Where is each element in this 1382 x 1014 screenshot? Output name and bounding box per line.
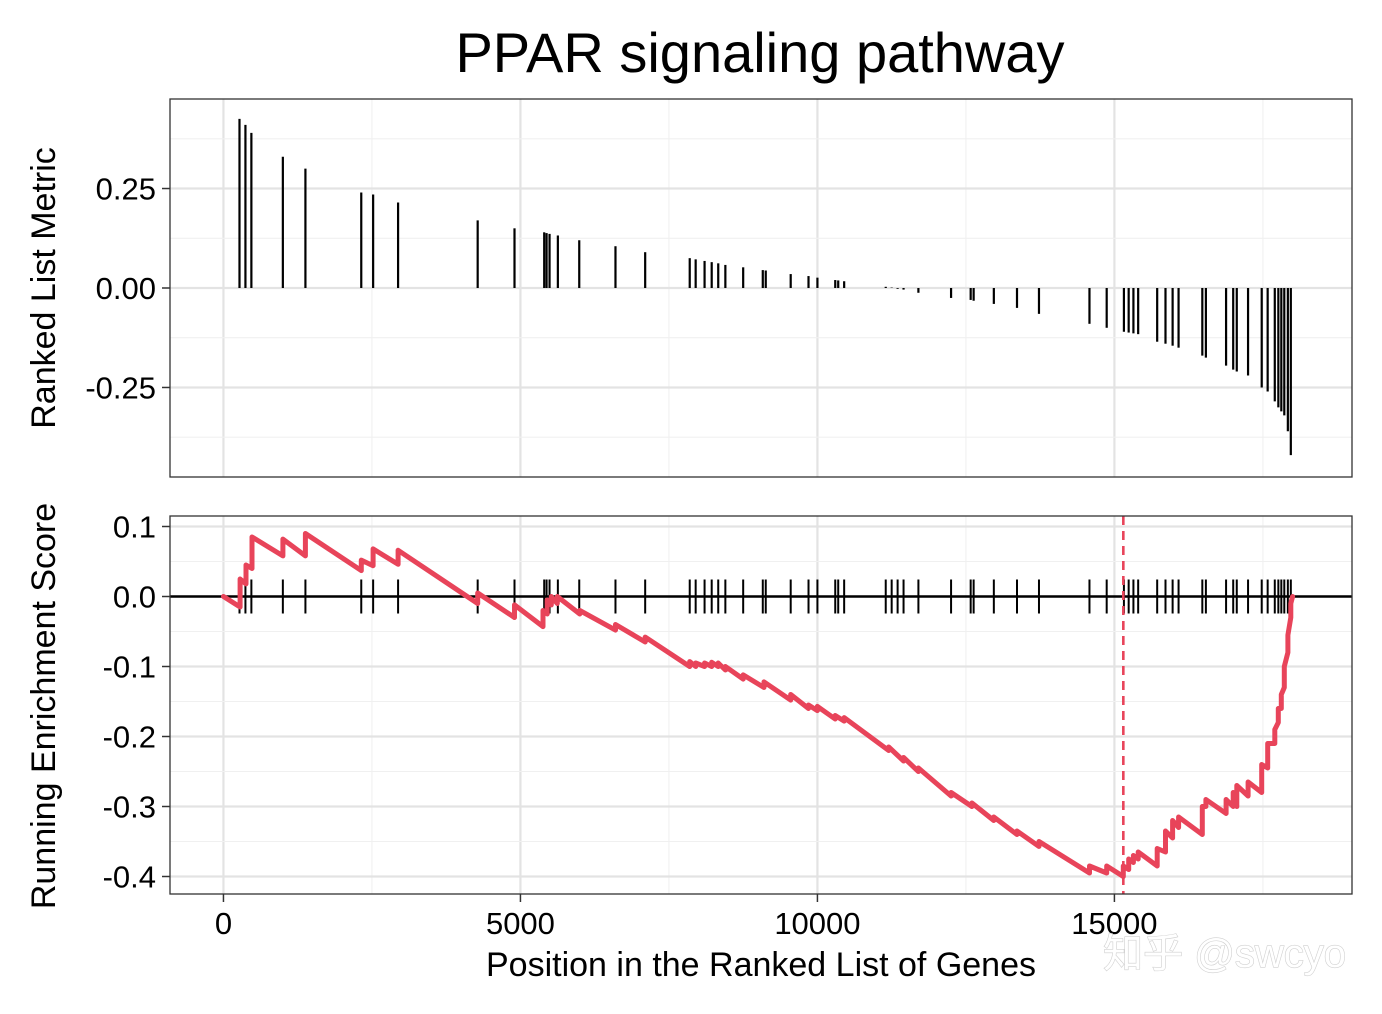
panel-running-score-bg <box>170 516 1352 894</box>
y-tick-label: 0.0 <box>113 580 156 615</box>
x-axis-ticks: 0 5000 10000 15000 <box>215 894 1158 941</box>
y-tick-label: -0.25 <box>85 370 156 405</box>
x-axis-label: Position in the Ranked List of Genes <box>486 946 1036 984</box>
y-tick-label: 0.25 <box>96 172 156 207</box>
ranked-metric-bars <box>238 118 1292 456</box>
running-score-y-ticks: 0.1 0.0 -0.1 -0.2 -0.3 -0.4 <box>103 510 170 895</box>
running-score-grid <box>170 516 1352 894</box>
x-tick-label: 0 <box>215 906 232 941</box>
y-tick-label: -0.4 <box>103 860 156 895</box>
panel-ranked-metric: 0.25 0.00 -0.25 Ranked List Metric <box>25 98 1353 478</box>
running-score-y-axis-label: Running Enrichment Score <box>25 503 63 909</box>
panel-running-score-border <box>169 515 1353 895</box>
gene-hit-ticks <box>238 579 1292 614</box>
x-tick-label: 10000 <box>774 906 860 941</box>
x-tick-label: 15000 <box>1071 906 1157 941</box>
running-score-line <box>221 531 1296 879</box>
watermark: 知乎 @swcyo <box>1103 932 1346 976</box>
y-tick-label: 0.00 <box>96 271 156 306</box>
ranked-metric-grid <box>170 99 1352 477</box>
ranked-metric-y-ticks: 0.25 0.00 -0.25 <box>85 172 170 405</box>
y-tick-label: 0.1 <box>113 510 156 545</box>
y-tick-label: -0.2 <box>103 720 156 755</box>
y-tick-label: -0.3 <box>103 790 156 825</box>
panel-running-score: 0.1 0.0 -0.1 -0.2 -0.3 -0.4 0 5000 10000 15000 R… <box>25 503 1353 984</box>
ranked-metric-y-axis-label: Ranked List Metric <box>25 147 63 429</box>
y-tick-label: -0.1 <box>103 650 156 685</box>
x-tick-label: 5000 <box>486 906 555 941</box>
chart-title: PPAR signaling pathway <box>455 21 1064 84</box>
